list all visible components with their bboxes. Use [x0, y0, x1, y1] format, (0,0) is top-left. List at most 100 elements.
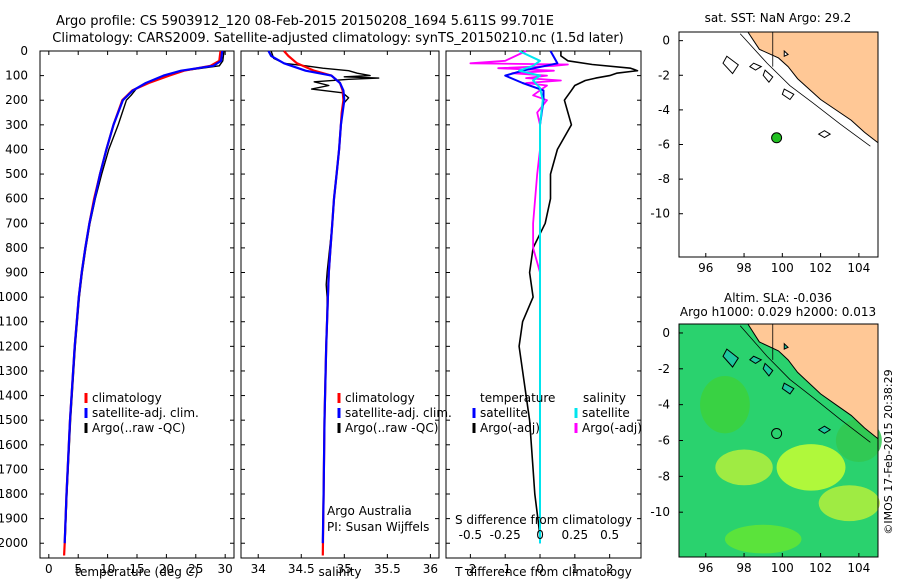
- T-diff-tick-label: 0: [536, 562, 544, 576]
- sla-map-title-1: Altim. SLA: -0.036: [724, 291, 832, 305]
- island: [748, 62, 763, 71]
- map-lat-label: -6: [658, 138, 670, 152]
- island: [783, 342, 789, 350]
- island: [817, 425, 832, 434]
- salinity-tick-label: 34: [251, 562, 266, 576]
- map-lat-label: -10: [650, 207, 670, 221]
- depth-tick-label: 100: [5, 69, 28, 83]
- map-lat-label: -6: [658, 434, 670, 448]
- temperature-legend-label: Argo(..raw -QC): [92, 421, 185, 435]
- island: [762, 362, 774, 377]
- island: [783, 49, 789, 58]
- map-lon-label: 102: [809, 561, 832, 575]
- map-lon-label: 100: [771, 261, 794, 275]
- depth-tick-label: 900: [5, 266, 28, 280]
- sla-blob: [715, 449, 773, 486]
- temperature-series-line: [63, 50, 222, 556]
- depth-tick-label: 0: [20, 44, 28, 58]
- title-line-1: Argo profile: CS 5903912_120 08-Feb-2015…: [56, 14, 554, 29]
- map-lat-label: 0: [662, 326, 670, 340]
- depth-tick-label: 1900: [0, 512, 28, 526]
- S-diff-tick-label: -0.5: [459, 528, 482, 542]
- S-diff-tick-label: 0.5: [600, 528, 619, 542]
- island: [722, 348, 739, 368]
- temperature-axis-label: temperature (deg C): [75, 565, 198, 579]
- isobath-line: [739, 33, 871, 147]
- sla-map-title-2: Argo h1000: 0.029 h2000: 0.013: [680, 305, 876, 319]
- island: [762, 69, 774, 84]
- temperature-series-line: [64, 50, 225, 536]
- depth-tick-label: 200: [5, 93, 28, 107]
- legend-T-item: satellite: [480, 406, 528, 420]
- depth-tick-label: 1100: [0, 315, 28, 329]
- argo-position-marker: [771, 428, 783, 440]
- S-diff-axis-label: S difference from climatology: [455, 513, 632, 527]
- temperature-tick-label: 15: [129, 562, 144, 576]
- depth-tick-label: 1600: [0, 438, 28, 452]
- temperature-tick-label: 30: [218, 562, 233, 576]
- salinity-tick-label: 36: [423, 562, 438, 576]
- map-lon-label: 104: [847, 261, 870, 275]
- pi-label: PI: Susan Wijffels: [327, 520, 429, 534]
- salinity-series-line: [267, 50, 346, 544]
- T-diff-tick-label: 2: [606, 562, 614, 576]
- legend-salinity-title: salinity: [583, 391, 626, 405]
- legend-T-item: Argo(-adj): [480, 421, 540, 435]
- depth-tick-label: 1200: [0, 339, 28, 353]
- map-lon-label: 102: [809, 261, 832, 275]
- sla-blob: [700, 375, 750, 434]
- T-diff-tick-label: 1: [571, 562, 579, 576]
- salinity-axis-label: salinity: [318, 565, 361, 579]
- sla-blob: [818, 485, 880, 522]
- temperature-series-line: [63, 50, 224, 544]
- S-diff-tick-label: 0: [536, 528, 544, 542]
- panel-frame: [39, 50, 235, 559]
- map-lat-label: -2: [658, 362, 670, 376]
- depth-tick-label: 1300: [0, 364, 28, 378]
- salinity-tick-label: 35: [337, 562, 352, 576]
- sla-blob: [724, 524, 802, 554]
- T-diff-tick-label: -1: [499, 562, 511, 576]
- isobath-line: [739, 325, 871, 443]
- depth-tick-label: 600: [5, 192, 28, 206]
- temperature-tick-label: 10: [100, 562, 115, 576]
- salinity-series-line: [283, 50, 345, 556]
- depth-tick-label: 400: [5, 142, 28, 156]
- depth-tick-label: 1800: [0, 487, 28, 501]
- island: [722, 55, 739, 75]
- panel-frame: [445, 50, 642, 559]
- map-lat-label: -2: [658, 68, 670, 82]
- map-lon-label: 100: [771, 561, 794, 575]
- title-line-2: Climatology: CARS2009. Satellite-adjuste…: [52, 31, 624, 46]
- depth-tick-label: 1700: [0, 462, 28, 476]
- difference-series-line: [518, 51, 639, 536]
- argo-position-marker: [771, 132, 783, 144]
- depth-tick-label: 1500: [0, 413, 28, 427]
- salinity-legend-label: climatology: [345, 391, 415, 405]
- map-lat-label: -8: [658, 172, 670, 186]
- temperature-tick-label: 0: [45, 562, 53, 576]
- island: [781, 88, 795, 101]
- map-lon-label: 98: [736, 261, 751, 275]
- map-lat-label: -4: [658, 103, 670, 117]
- depth-tick-label: 300: [5, 118, 28, 132]
- S-diff-tick-label: 0.25: [561, 528, 588, 542]
- island: [817, 130, 832, 139]
- panel-frame: [240, 50, 440, 559]
- temperature-legend-label: satellite-adj. clim.: [92, 406, 199, 420]
- depth-tick-label: 700: [5, 216, 28, 230]
- legend-S-item: Argo(-adj): [582, 421, 642, 435]
- map-lat-label: -8: [658, 469, 670, 483]
- island: [781, 382, 795, 395]
- salinity-tick-label: 35.5: [374, 562, 401, 576]
- map-lon-label: 98: [736, 561, 751, 575]
- temperature-tick-label: 5: [74, 562, 82, 576]
- temperature-legend-label: climatology: [92, 391, 162, 405]
- sst-map-title: sat. SST: NaN Argo: 29.2: [705, 11, 852, 25]
- temperature-tick-label: 25: [188, 562, 203, 576]
- depth-tick-label: 1400: [0, 389, 28, 403]
- map-lon-label: 104: [847, 561, 870, 575]
- argo-australia-label: Argo Australia: [327, 504, 412, 518]
